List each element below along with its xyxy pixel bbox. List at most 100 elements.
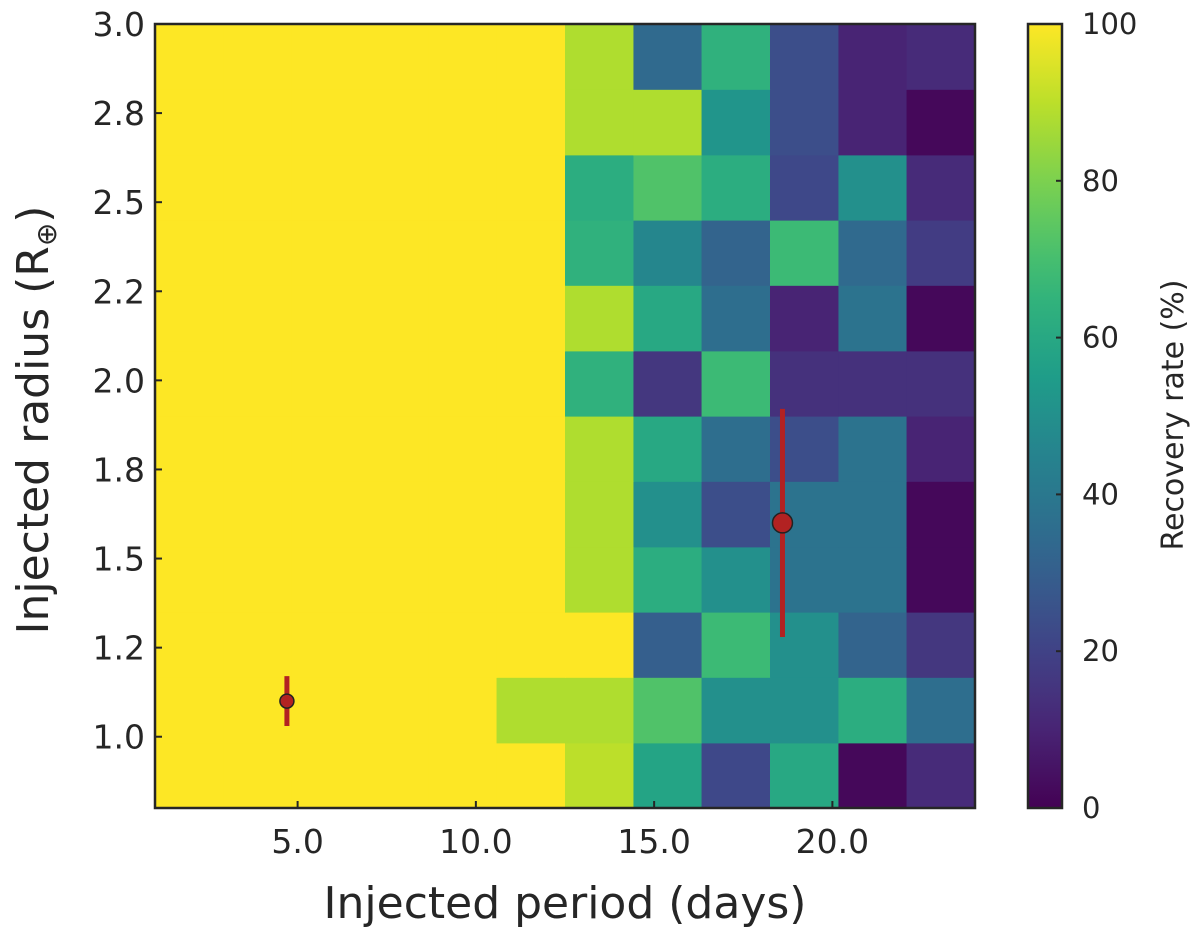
heatmap-cell [770, 24, 839, 90]
heatmap-cell [907, 351, 976, 417]
heatmap-cell [633, 89, 702, 155]
heatmap-cell [428, 677, 497, 743]
heatmap-cell [360, 24, 429, 90]
heatmap-cell [155, 89, 224, 155]
x-axis-label: Injected period (days) [324, 878, 807, 929]
colorbar-tick-label: 100 [1082, 7, 1137, 41]
heatmap-cell [155, 351, 224, 417]
heatmap-cell [292, 24, 361, 90]
heatmap-cell [497, 89, 566, 155]
heatmap-cell [497, 416, 566, 482]
heatmap-cell [360, 612, 429, 678]
y-tick-label: 2.5 [93, 183, 145, 222]
colorbar-label: Recovery rate (%) [1156, 279, 1191, 550]
y-axis-ticks: 1.0 1.2 1.5 1.8 2.0 2.2 2.5 2.8 3.0 [93, 5, 162, 757]
y-axis-label-group: Injected radius (R⊕) [8, 206, 63, 635]
heatmap-cell [292, 220, 361, 286]
x-tick-label: 15.0 [617, 822, 690, 861]
heatmap-cell [565, 612, 634, 678]
heatmap-cell [223, 89, 292, 155]
heatmap-cell [428, 547, 497, 613]
heatmap-cell [292, 547, 361, 613]
heatmap-cell [838, 285, 907, 351]
heatmap-cell [770, 155, 839, 221]
heatmap-cell [633, 285, 702, 351]
heatmap-cell [428, 220, 497, 286]
y-tick-label: 1.8 [93, 450, 145, 489]
heatmap-cell [633, 220, 702, 286]
heatmap-cell [223, 24, 292, 90]
heatmap-cell [633, 677, 702, 743]
heatmap-cell [702, 155, 771, 221]
heatmap-cell [565, 547, 634, 613]
heatmap-cell [497, 220, 566, 286]
heatmap-cell [702, 677, 771, 743]
heatmap-cell [428, 416, 497, 482]
heatmap-cell [702, 416, 771, 482]
heatmap-cell [360, 743, 429, 809]
heatmap-cell [702, 743, 771, 809]
y-tick-label: 2.2 [93, 272, 145, 311]
x-axis-ticks: 5.0 10.0 15.0 20.0 [271, 801, 869, 861]
heatmap-cell [497, 155, 566, 221]
heatmap-cell [907, 285, 976, 351]
heatmap-cell [770, 351, 839, 417]
heatmap-cell [360, 351, 429, 417]
heatmap-cell [838, 155, 907, 221]
colorbar-label-group: Recovery rate (%) [1156, 279, 1191, 550]
heatmap-cell [565, 743, 634, 809]
heatmap-cell [907, 155, 976, 221]
x-tick-label: 10.0 [439, 822, 512, 861]
heatmap-cell [292, 677, 361, 743]
heatmap-cell [702, 89, 771, 155]
heatmap-cell [633, 416, 702, 482]
heatmap-cell [360, 547, 429, 613]
heatmap-cell [292, 351, 361, 417]
heatmap-cell [565, 24, 634, 90]
heatmap-cell [292, 481, 361, 547]
colorbar-tick-label: 60 [1082, 321, 1119, 355]
heatmap-cell [702, 351, 771, 417]
heatmap-cell [565, 89, 634, 155]
heatmap-cell [292, 89, 361, 155]
data-point [280, 694, 294, 708]
heatmap-cell [428, 612, 497, 678]
heatmap-cell [565, 220, 634, 286]
heatmap-cell [838, 416, 907, 482]
heatmap-cell [223, 416, 292, 482]
heatmap-cell [633, 743, 702, 809]
heatmap-cell [633, 481, 702, 547]
heatmap-cell [223, 351, 292, 417]
heatmap-cell [565, 285, 634, 351]
heatmap-cell [360, 89, 429, 155]
heatmap-cell [907, 481, 976, 547]
heatmap-cell [907, 24, 976, 90]
heatmap-cell [223, 285, 292, 351]
heatmap-cell [702, 481, 771, 547]
colorbar-tick-label: 80 [1082, 164, 1119, 198]
heatmap-cell [428, 24, 497, 90]
heatmap-cell [155, 677, 224, 743]
heatmap-cell [223, 743, 292, 809]
heatmap-cell [155, 155, 224, 221]
heatmap-cell [360, 155, 429, 221]
heatmap-cell [633, 612, 702, 678]
heatmap-cell [497, 24, 566, 90]
heatmap-cell [360, 481, 429, 547]
heatmap-cell [155, 285, 224, 351]
y-tick-label: 2.8 [93, 94, 145, 133]
y-tick-label: 1.2 [93, 629, 145, 668]
heatmap-cell [292, 416, 361, 482]
heatmap-cell [838, 220, 907, 286]
heatmap-cell [907, 677, 976, 743]
heatmap-cell [907, 220, 976, 286]
heatmap-cell [702, 612, 771, 678]
heatmap-cell [838, 351, 907, 417]
heatmap-cell [497, 351, 566, 417]
heatmap-cell [292, 743, 361, 809]
colorbar-tick-label: 40 [1082, 477, 1119, 511]
heatmap-cell [497, 612, 566, 678]
heatmap-cell [770, 285, 839, 351]
y-tick-label: 1.0 [93, 718, 145, 757]
